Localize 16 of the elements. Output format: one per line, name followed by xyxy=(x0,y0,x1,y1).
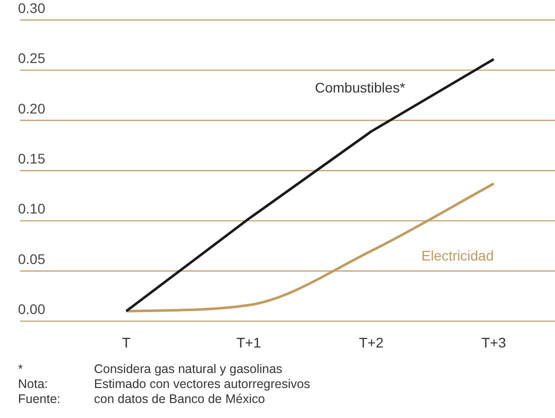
series-label: Electricidad xyxy=(421,248,494,264)
y-tick-label: 0.20 xyxy=(18,100,46,116)
y-tick-label: 0.30 xyxy=(18,0,46,16)
series-label: Combustibles* xyxy=(314,79,406,96)
x-tick-label: T+3 xyxy=(481,334,506,350)
x-tick-label: T+2 xyxy=(358,334,384,350)
x-tick-label: T+1 xyxy=(236,334,262,350)
text: * Considera gas natural y gasolinas xyxy=(18,362,282,376)
y-tick-label: 0.05 xyxy=(18,250,46,267)
y-tick-label: 0.00 xyxy=(18,301,46,318)
y-tick-label: 0.25 xyxy=(18,50,46,66)
text: Fuente: con datos de Banco de México xyxy=(18,392,265,406)
x-tick-label: T xyxy=(122,334,131,350)
text: Nota: Estimado con vectores autorregresivos xyxy=(18,377,310,391)
y-tick-label: 0.10 xyxy=(18,200,46,217)
y-tick-label: 0.15 xyxy=(18,150,46,166)
